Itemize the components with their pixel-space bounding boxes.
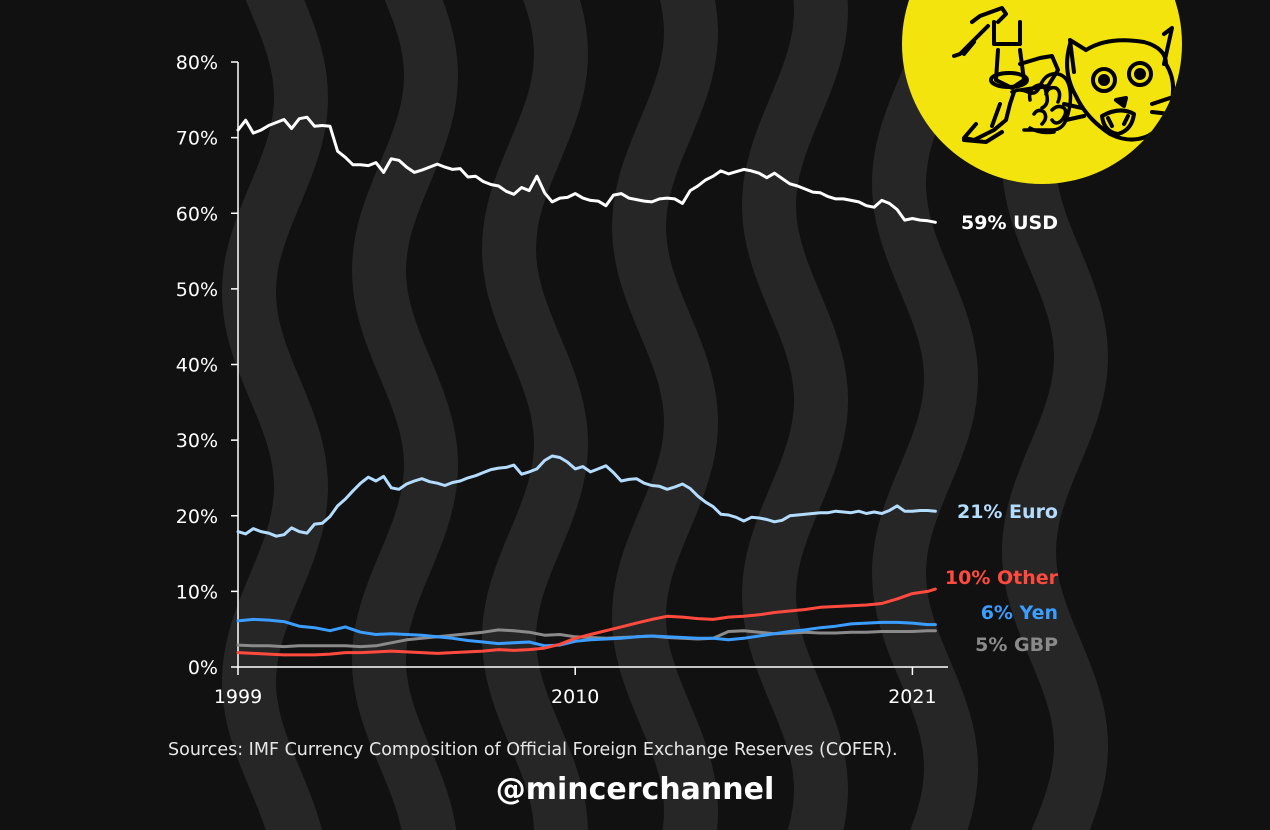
series-line-gbp [236, 628, 937, 649]
y-tick-label: 60% [176, 203, 218, 225]
y-ticks: 0% 10% 20% 30% 40% 50% 60% 70% 80% [176, 52, 238, 679]
wave-band [481, 0, 589, 830]
wave-band [611, 0, 719, 830]
series-line-yen [236, 617, 937, 648]
y-tick-label: 50% [176, 279, 218, 301]
y-tick-label: 30% [176, 430, 218, 452]
series-line-usd [236, 115, 937, 224]
y-tick-label: 0% [188, 657, 218, 679]
y-tick-label: 70% [176, 128, 218, 150]
series-label-gbp: 5% GBP [975, 634, 1058, 656]
y-tick-label: 20% [176, 506, 218, 528]
series-label-yen: 6% Yen [981, 602, 1058, 624]
x-tick-label: 2010 [551, 686, 599, 708]
series-line-other [236, 587, 937, 657]
meat-grinder-icon [952, 6, 1060, 144]
x-ticks: 1999 2010 2021 [214, 667, 937, 708]
wave-band [221, 0, 329, 830]
x-tick-label: 2021 [888, 686, 936, 708]
series-label-other: 10% Other [945, 567, 1059, 589]
x-tick-label: 1999 [214, 686, 262, 708]
y-tick-label: 40% [176, 355, 218, 377]
series-label-euro: 21% Euro [957, 501, 1058, 523]
y-tick-label: 80% [176, 52, 218, 74]
wave-band [871, 0, 979, 830]
source-note: Sources: IMF Currency Composition of Off… [168, 740, 898, 760]
series-lines [236, 115, 937, 657]
channel-handle: @mincerchannel [495, 772, 775, 807]
wave-band [742, 0, 849, 830]
y-tick-label: 10% [176, 581, 218, 603]
series-line-euro [236, 454, 937, 538]
series-labels: 59% USD 21% Euro 10% Other 6% Yen 5% GBP [945, 212, 1059, 656]
wave-band [351, 0, 458, 830]
series-label-usd: 59% USD [961, 212, 1058, 234]
cat-face-icon [1062, 26, 1176, 142]
